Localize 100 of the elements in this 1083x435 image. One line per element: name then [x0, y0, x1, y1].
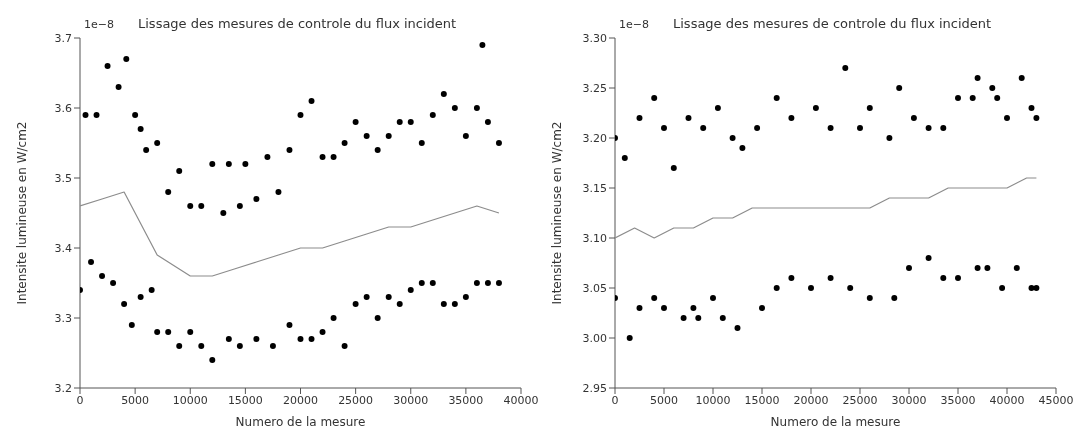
point	[773, 285, 780, 291]
point	[132, 112, 139, 118]
point	[264, 154, 271, 160]
y-tick-label: 3.30	[582, 31, 607, 45]
point	[827, 275, 834, 281]
point	[680, 315, 687, 321]
point	[969, 95, 976, 101]
point	[788, 115, 795, 121]
x-tick-label: 15000	[744, 393, 780, 407]
point	[220, 210, 227, 216]
point	[341, 343, 348, 349]
point	[626, 335, 633, 341]
point	[110, 280, 117, 286]
point	[198, 343, 205, 349]
point	[374, 147, 381, 153]
point	[165, 329, 172, 335]
x-tick-label: 30000	[393, 393, 429, 407]
point	[187, 329, 194, 335]
point	[479, 42, 486, 48]
point	[906, 265, 912, 271]
y-tick-label: 3.3	[54, 311, 72, 325]
point	[209, 161, 216, 167]
point	[385, 294, 392, 300]
point	[974, 75, 981, 81]
point	[1028, 105, 1035, 111]
point	[451, 301, 458, 307]
point	[363, 294, 370, 300]
point	[253, 196, 260, 202]
point	[429, 280, 436, 286]
y-tick-label: 3.5	[54, 171, 72, 185]
x-tick-label: 10000	[172, 393, 208, 407]
point	[123, 56, 130, 62]
chart-title: Lissage des mesures de controle du flux incident	[138, 16, 458, 31]
point	[994, 95, 1001, 101]
point	[462, 294, 469, 300]
point	[121, 301, 128, 307]
point	[714, 105, 721, 111]
point	[297, 336, 304, 342]
point	[297, 112, 304, 118]
point	[176, 168, 183, 174]
point	[374, 315, 381, 321]
x-tick-label: 40000	[503, 393, 539, 407]
point	[137, 126, 144, 132]
point	[330, 315, 337, 321]
point	[1004, 115, 1010, 121]
point	[440, 91, 447, 97]
x-tick-label: 5000	[121, 393, 150, 407]
point	[154, 140, 161, 146]
point	[1018, 75, 1025, 81]
point	[621, 155, 628, 161]
point	[984, 265, 991, 271]
point	[352, 301, 359, 307]
point	[104, 63, 111, 69]
point	[440, 301, 447, 307]
point	[636, 115, 643, 121]
point	[891, 295, 898, 301]
point	[341, 140, 348, 146]
y-tick-label: 3.00	[582, 331, 607, 345]
point	[739, 145, 746, 151]
x-tick-label: 0	[611, 393, 619, 407]
point	[661, 125, 667, 131]
text: 1e−8	[84, 18, 114, 31]
y-tick-label: 3.2	[54, 381, 72, 395]
point	[82, 112, 89, 118]
point	[462, 133, 469, 139]
point	[710, 295, 716, 301]
point	[495, 280, 502, 286]
x-axis-title: Numero de la mesure	[770, 415, 901, 429]
y-tick-label: 3.10	[582, 231, 607, 245]
point	[955, 275, 961, 281]
x-tick-label: 40000	[989, 393, 1025, 407]
point	[940, 275, 947, 281]
point	[495, 140, 502, 146]
point	[352, 119, 359, 125]
point	[308, 98, 315, 104]
point	[670, 165, 677, 171]
point	[484, 119, 491, 125]
point	[729, 135, 736, 141]
point	[866, 105, 873, 111]
point	[115, 84, 122, 90]
point	[989, 85, 996, 91]
y-tick-label: 3.25	[582, 81, 607, 95]
x-axis-title: Numero de la mesure	[235, 415, 366, 429]
point	[148, 287, 155, 293]
line-series	[615, 177, 1037, 239]
point	[636, 305, 643, 311]
point	[269, 343, 276, 349]
x-tick-label: 25000	[842, 393, 878, 407]
point	[1033, 285, 1040, 291]
point	[319, 154, 326, 160]
y-tick-label: 3.6	[54, 101, 72, 115]
point	[286, 322, 293, 328]
point	[88, 259, 95, 265]
point	[808, 285, 814, 291]
line-series	[80, 191, 500, 277]
point	[695, 315, 702, 321]
x-tick-label: 30000	[891, 393, 927, 407]
point	[198, 203, 205, 209]
point	[429, 112, 436, 118]
x-tick-label: 10000	[695, 393, 731, 407]
